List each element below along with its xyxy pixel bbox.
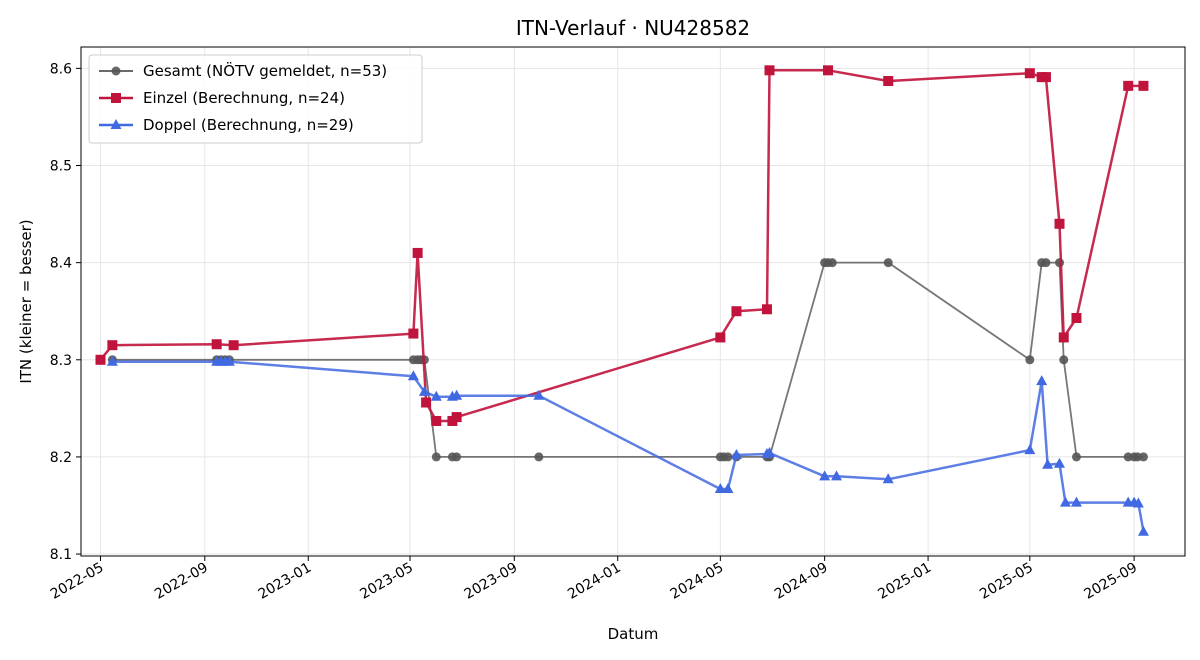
data-point [1024, 444, 1036, 455]
y-tick-label: 8.1 [50, 547, 72, 563]
data-point [1036, 375, 1048, 386]
legend-marker [110, 119, 122, 129]
x-tick-label: 2025-01 [875, 560, 934, 603]
data-point [1138, 452, 1148, 462]
data-point [107, 340, 118, 351]
data-point [1059, 355, 1069, 365]
legend-entry: Gesamt (NÖTV gemeldet, n=53) [99, 61, 387, 80]
y-tick-label: 8.5 [50, 159, 72, 175]
data-point [1123, 80, 1134, 91]
data-point [534, 452, 544, 462]
data-point [431, 452, 441, 462]
data-point [1070, 496, 1082, 507]
data-point [418, 385, 430, 396]
y-tick-label: 8.3 [50, 353, 72, 369]
data-point [431, 415, 442, 426]
data-point [831, 470, 843, 481]
x-tick-label: 2023-09 [462, 560, 521, 603]
data-point [1071, 452, 1081, 462]
data-point [1041, 258, 1051, 268]
series-layer [95, 65, 1149, 536]
series-2 [106, 355, 1149, 536]
y-tick-label: 8.2 [50, 450, 72, 466]
data-point [451, 389, 463, 400]
data-point [761, 304, 772, 315]
x-axis-title: Datum [608, 625, 659, 643]
data-point [883, 258, 893, 268]
series-1 [95, 65, 1149, 426]
data-point [1055, 258, 1065, 268]
data-point [106, 355, 118, 366]
data-point [228, 340, 239, 351]
data-point [1137, 525, 1149, 536]
data-point [1054, 218, 1065, 229]
x-tick-label: 2023-05 [357, 560, 416, 603]
x-tick-label: 2023-01 [256, 560, 315, 603]
data-point [451, 412, 462, 423]
x-tick-label: 2025-05 [977, 560, 1036, 603]
y-axis-title: ITN (kleiner = besser) [17, 219, 35, 383]
data-point [407, 370, 419, 381]
data-point [723, 452, 733, 462]
x-tick-label: 2024-09 [772, 560, 831, 603]
legend-entry: Einzel (Berechnung, n=24) [99, 89, 345, 107]
data-point [223, 355, 235, 366]
y-tick-label: 8.4 [50, 256, 72, 272]
data-point [1054, 457, 1066, 468]
data-point [730, 448, 742, 459]
data-point [722, 482, 734, 493]
data-point [1071, 313, 1082, 324]
data-point [1024, 68, 1035, 79]
series-line [99, 69, 1144, 423]
data-point [1138, 80, 1149, 91]
plot-frame [80, 46, 1186, 557]
data-point [764, 65, 775, 76]
legend-label: Gesamt (NÖTV gemeldet, n=53) [143, 61, 387, 80]
data-point [883, 75, 894, 86]
data-point [95, 354, 106, 365]
data-point [731, 306, 742, 317]
legend-label: Doppel (Berechnung, n=29) [143, 116, 354, 134]
legend-marker [111, 66, 121, 76]
data-point [764, 447, 776, 458]
data-point [1059, 496, 1071, 507]
data-point [211, 339, 222, 350]
data-point [1025, 355, 1035, 365]
data-point [408, 328, 419, 339]
data-point [533, 389, 545, 400]
data-point [452, 452, 462, 462]
data-point [882, 473, 894, 484]
chart-title: ITN-Verlauf · NU428582 [516, 16, 750, 40]
data-point [421, 397, 432, 408]
x-tick-label: 2024-01 [565, 560, 624, 603]
legend-marker [111, 93, 121, 103]
data-point [714, 482, 726, 493]
series-line [112, 360, 1145, 532]
data-point [827, 258, 837, 268]
data-point [819, 470, 831, 481]
data-point [715, 332, 726, 343]
x-tick-label: 2025-09 [1081, 560, 1140, 603]
legend: Gesamt (NÖTV gemeldet, n=53) Einzel (Ber… [88, 54, 423, 144]
data-point [1058, 332, 1069, 343]
data-point [1132, 497, 1144, 508]
x-tick-label: 2022-05 [48, 560, 107, 603]
legend-entry: Doppel (Berechnung, n=29) [99, 116, 354, 134]
x-tick-label: 2024-05 [668, 560, 727, 603]
data-point [1042, 458, 1054, 469]
data-point [823, 65, 834, 76]
data-point [430, 390, 442, 401]
y-tick-label: 8.6 [50, 61, 72, 77]
data-point [412, 247, 423, 258]
legend-label: Einzel (Berechnung, n=24) [143, 89, 345, 107]
x-tick-label: 2022-09 [152, 560, 211, 603]
legend-box [88, 54, 423, 144]
data-point [1040, 72, 1051, 83]
